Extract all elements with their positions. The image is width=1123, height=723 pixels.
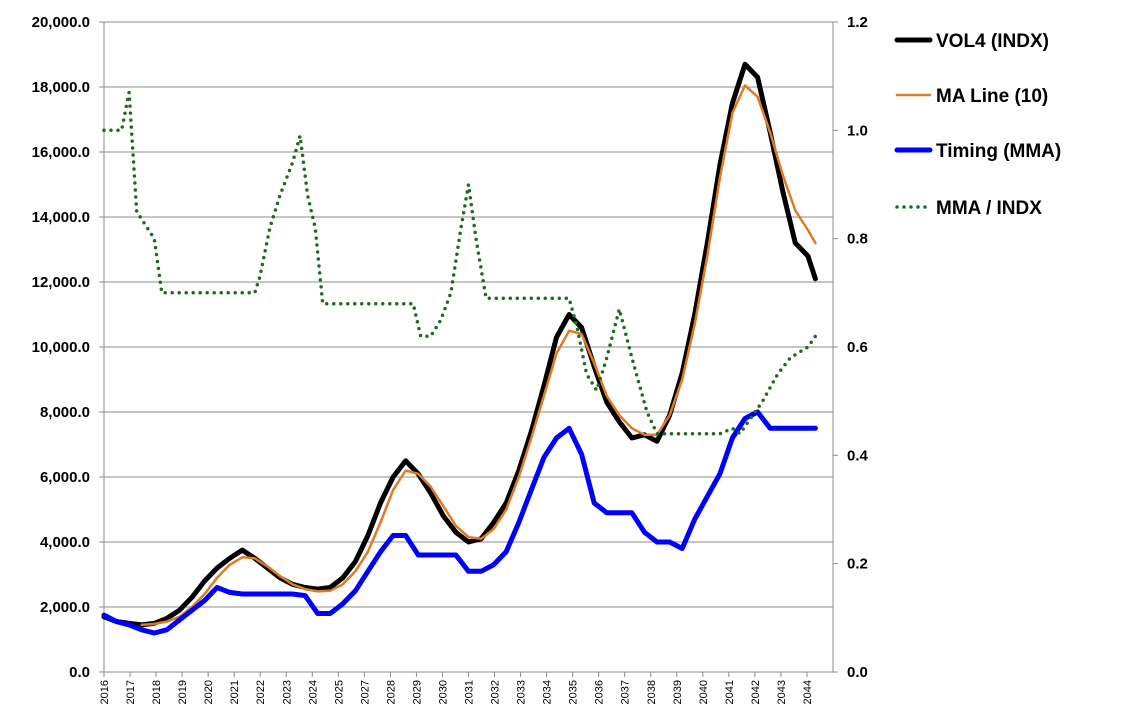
y-left-tick-label: 10,000.0 [32, 339, 90, 356]
y-left-tick-label: 2,000.0 [40, 599, 90, 616]
x-tick-label: 2027 [359, 680, 371, 704]
x-tick-label: 2016 [99, 680, 111, 704]
x-tick-label: 2044 [802, 680, 814, 704]
legend: VOL4 (INDX) MA Line (10) Timing (MMA) MMA /… [894, 31, 1061, 219]
x-tick-label: 2018 [151, 680, 163, 704]
x-tick-label: 2028 [385, 680, 397, 704]
x-tick-label: 2037 [620, 680, 632, 704]
y-left-tick-label: 20,000.0 [32, 14, 90, 31]
x-tick-label: 2022 [255, 680, 267, 704]
y-right-tick-label: 1.2 [847, 14, 868, 31]
x-tick-label: 2029 [411, 680, 423, 704]
x-tick-label: 2034 [542, 680, 554, 704]
x-tick-label: 2039 [672, 680, 684, 704]
x-tick-label: 2019 [177, 680, 189, 704]
y-left-tick-label: 18,000.0 [32, 79, 90, 96]
x-tick-label: 2042 [750, 680, 762, 704]
y-right-tick-label: 1.0 [847, 122, 868, 139]
y-axis-left: 0.0 2,000.0 4,000.0 6,000.0 8,000.0 10,000.0 1… [32, 14, 105, 681]
y-left-tick-label: 16,000.0 [32, 144, 90, 161]
x-tick-label: 2023 [281, 680, 293, 704]
y-left-tick-label: 12,000.0 [32, 274, 90, 291]
legend-label-2: Timing (MMA) [936, 141, 1061, 162]
x-tick-label: 2041 [724, 680, 736, 704]
y-left-tick-label: 8,000.0 [40, 404, 90, 421]
legend-label-1: MA Line (10) [936, 86, 1048, 107]
y-right-tick-label: 0.6 [847, 339, 868, 356]
x-tick-label: 2017 [125, 680, 137, 704]
y-right-tick-label: 0.0 [847, 664, 868, 681]
x-tick-label: 2020 [203, 680, 215, 704]
y-left-tick-label: 14,000.0 [32, 209, 90, 226]
y-left-tick-label: 4,000.0 [40, 534, 90, 551]
x-tick-label: 2033 [516, 680, 528, 704]
y-right-tick-label: 0.4 [847, 447, 869, 464]
x-tick-label: 2030 [437, 680, 449, 704]
x-tick-label: 2031 [464, 680, 476, 704]
series-line-3 [102, 90, 818, 436]
x-tick-label: 2025 [333, 680, 345, 704]
series-line-0 [101, 61, 818, 628]
plot-area [101, 61, 818, 636]
x-tick-label: 2040 [698, 680, 710, 704]
legend-label-0: VOL4 (INDX) [936, 31, 1049, 52]
y-left-tick-label: 6,000.0 [40, 469, 90, 486]
x-tick-label: 2021 [229, 680, 241, 704]
x-tick-label: 2024 [307, 680, 319, 704]
y-right-tick-label: 0.2 [847, 556, 868, 573]
x-axis: 2016 2017 2018 2019 2020 2021 2022 2023 2024 2025… [99, 671, 833, 704]
series-line-1 [140, 84, 817, 627]
x-tick-label: 2038 [646, 680, 658, 704]
y-right-tick-label: 0.8 [847, 231, 868, 248]
y-axis-right: 0.0 0.2 0.4 0.6 0.8 1.0 1.2 [832, 14, 869, 681]
x-tick-label: 2043 [776, 680, 788, 704]
x-tick-label: 2036 [594, 680, 606, 704]
legend-label-3: MMA / INDX [936, 198, 1042, 219]
series-line-2 [101, 409, 818, 636]
x-tick-label: 2032 [490, 680, 502, 704]
x-tick-label: 2035 [568, 680, 580, 704]
y-left-tick-label: 0.0 [69, 664, 90, 681]
